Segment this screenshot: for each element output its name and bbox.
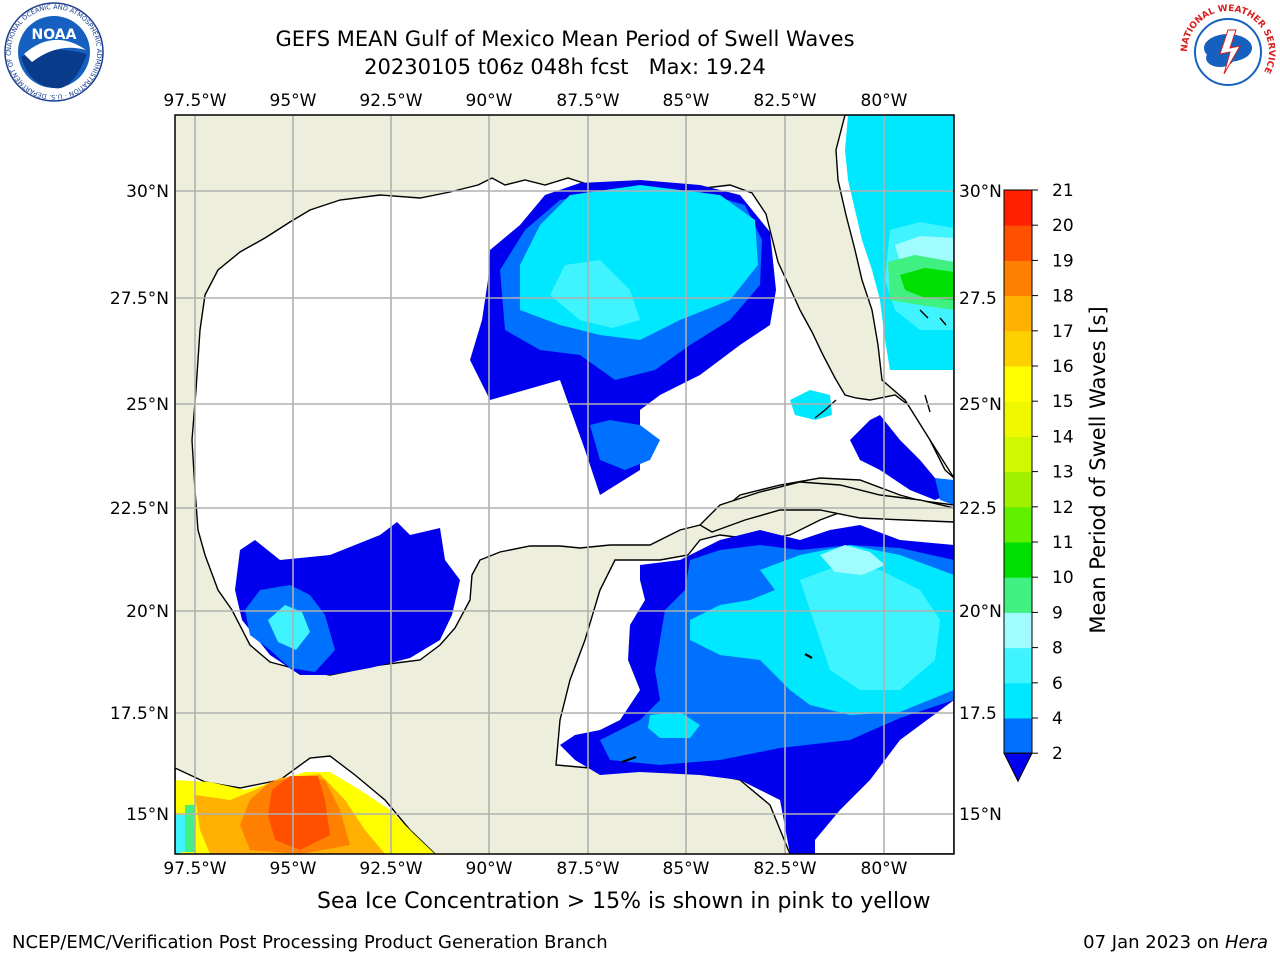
- colorbar-swatch: [1004, 506, 1032, 543]
- pacific-contour-9-10s: [185, 805, 195, 852]
- lon-label-top: 87.5°W: [556, 91, 619, 111]
- lon-label-top: 82.5°W: [753, 91, 816, 111]
- colorbar-extend-arrow: [1003, 752, 1033, 783]
- colorbar-tick-label: 20: [1052, 216, 1074, 236]
- colorbar-tick-label: 9: [1052, 603, 1063, 623]
- colorbar-tick-label: 14: [1052, 427, 1074, 447]
- lat-label-left: 25°N: [126, 395, 169, 415]
- lat-label-right: 27.5: [959, 289, 997, 309]
- colorbar-tick-label: 2: [1052, 744, 1063, 764]
- sea-ice-note: Sea Ice Concentration > 15% is shown in …: [317, 889, 931, 914]
- colorbar-swatch: [1004, 471, 1032, 508]
- lon-label-top: 95°W: [270, 91, 317, 111]
- contour-2-4s: [935, 478, 954, 505]
- colorbar-tick-label: 10: [1052, 568, 1074, 588]
- colorbar-swatch: [1004, 295, 1032, 332]
- lat-label-right: 17.5: [959, 704, 997, 724]
- lon-label-bottom: 87.5°W: [556, 859, 619, 879]
- lon-label-bottom: 90°W: [466, 859, 513, 879]
- colorbar-swatch: [1004, 682, 1032, 719]
- contour-6-8s: [550, 260, 640, 328]
- colorbar-title: Mean Period of Swell Waves [s]: [1086, 306, 1110, 634]
- lat-label-left: 17.5°N: [110, 704, 169, 724]
- lon-label-bottom: 97.5°W: [163, 859, 226, 879]
- colorbar-swatch: [1004, 225, 1032, 261]
- lon-label-top: 80°W: [861, 91, 908, 111]
- lat-label-left: 27.5°N: [110, 289, 169, 309]
- contour-8-9s: [820, 545, 885, 575]
- colorbar-swatch: [1004, 330, 1032, 367]
- lon-label-top: 90°W: [466, 91, 513, 111]
- lat-label-left: 20°N: [126, 602, 169, 622]
- lat-label-left: 22.5°N: [110, 499, 169, 519]
- colorbar-tick-label: 21: [1052, 181, 1074, 201]
- lat-label-right: 20°N: [959, 602, 1002, 622]
- svg-text:NOAA: NOAA: [32, 27, 77, 43]
- lat-label-right: 25°N: [959, 395, 1002, 415]
- colorbar-swatch: [1004, 612, 1032, 649]
- producer-credit: NCEP/EMC/Verification Post Processing Pr…: [12, 932, 608, 953]
- colorbar-tick-label: 15: [1052, 392, 1074, 412]
- colorbar-tick-label: 18: [1052, 287, 1074, 307]
- lon-label-bottom: 82.5°W: [753, 859, 816, 879]
- colorbar-swatch: [1004, 577, 1032, 613]
- colorbar-swatch: [1004, 436, 1032, 473]
- colorbar-tick-label: 6: [1052, 674, 1063, 694]
- colorbar-tick-label: 12: [1052, 498, 1074, 518]
- contour-2-4s-patch: [590, 420, 660, 470]
- colorbar-tick-label: 17: [1052, 322, 1074, 342]
- caribbean-islands: [621, 653, 813, 764]
- lat-label-left: 15°N: [126, 805, 169, 825]
- lat-label-right: 22.5: [959, 499, 997, 519]
- colorbar-tick-label: 16: [1052, 357, 1074, 377]
- forecast-subtitle: 20230105 t06z 048h fcst Max: 19.24: [364, 55, 766, 79]
- map-frame: [174, 114, 955, 855]
- pacific-contour-18-19s: [268, 776, 330, 850]
- lat-label-right: 30°N: [959, 182, 1002, 202]
- colorbar: 2 4 6 8 9 10 11 12 13 14 15 16 17 18 19 20 21: [1003, 181, 1074, 783]
- colorbar-swatch: [1004, 542, 1032, 578]
- colorbar-tick-label: 8: [1052, 639, 1063, 659]
- lat-label-left: 30°N: [126, 182, 169, 202]
- contour-extend-below-2s: [850, 415, 948, 500]
- contour-10-11s: [900, 268, 954, 300]
- colorbar-swatch: [1004, 647, 1032, 684]
- lon-label-bottom: 85°W: [663, 859, 710, 879]
- colorbar-swatch: [1004, 366, 1032, 402]
- colorbar-swatch: [1004, 190, 1032, 226]
- contour-4-6s-patch: [648, 712, 700, 738]
- contour-4-6s: [268, 605, 310, 650]
- graticule: [175, 115, 954, 854]
- map-title: GEFS MEAN Gulf of Mexico Mean Period of …: [275, 27, 855, 51]
- colorbar-tick-label: 13: [1052, 463, 1074, 483]
- colorbar-tick-label: 19: [1052, 251, 1074, 271]
- lon-label-top: 85°W: [663, 91, 710, 111]
- lon-label-bottom: 80°W: [861, 859, 908, 879]
- colorbar-swatch: [1004, 401, 1032, 437]
- colorbar-tick-label: 4: [1052, 709, 1063, 729]
- colorbar-swatch: [1004, 260, 1032, 297]
- lon-label-bottom: 95°W: [270, 859, 317, 879]
- colorbar-tick-label: 11: [1052, 533, 1074, 553]
- colorbar-swatch: [1004, 718, 1032, 754]
- contour-6-8s: [800, 565, 940, 690]
- cuba-land: [698, 481, 954, 533]
- generation-date: 07 Jan 2023 on Hera: [1083, 932, 1268, 953]
- lon-label-bottom: 92.5°W: [359, 859, 422, 879]
- nws-logo: NATIONAL WEATHER SERVICE: [1180, 4, 1276, 100]
- lon-label-top: 97.5°W: [163, 91, 226, 111]
- lat-label-right: 15°N: [959, 805, 1002, 825]
- noaa-logo: NATIONAL OCEANIC AND ATMOSPHERIC ADMINIS…: [2, 2, 104, 102]
- lon-label-top: 92.5°W: [359, 91, 422, 111]
- host-name: Hera: [1224, 932, 1268, 953]
